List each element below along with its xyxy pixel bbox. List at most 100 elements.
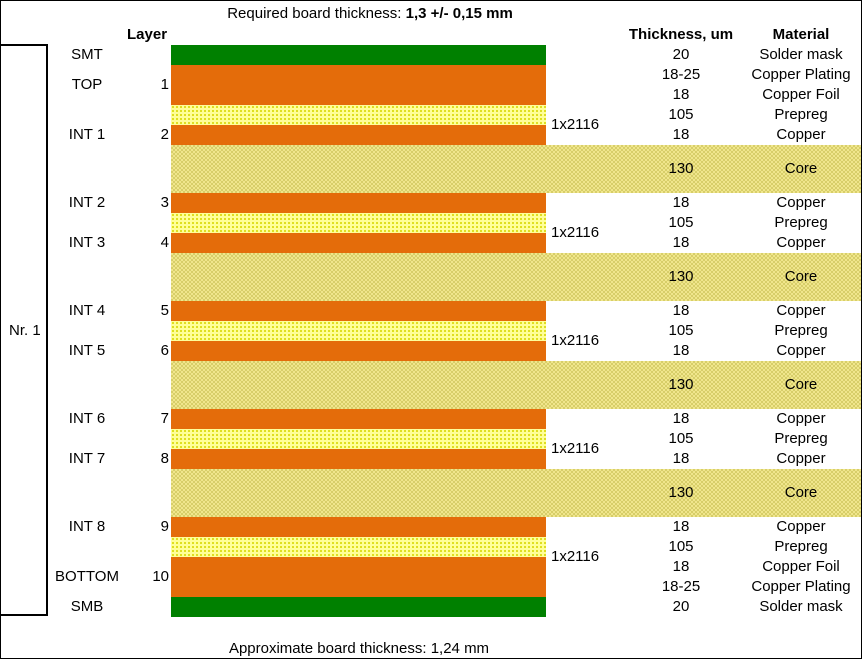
material-label: Core xyxy=(784,376,818,393)
material-label: Prepreg xyxy=(774,538,828,555)
thickness-value: 105 xyxy=(668,106,694,123)
copper-layer-band xyxy=(171,341,546,361)
glass-style-label: 1x2116 xyxy=(551,332,600,349)
material-label: Core xyxy=(784,484,818,501)
material-label: Prepreg xyxy=(774,322,828,339)
thickness-value: 130 xyxy=(668,268,694,285)
material-label: Copper xyxy=(776,342,826,359)
copper-layer-band xyxy=(171,233,546,253)
stack-bracket xyxy=(1,44,48,616)
thickness-value: 105 xyxy=(668,214,694,231)
layer-number: 4 xyxy=(160,234,169,251)
layer-number: 8 xyxy=(160,450,169,467)
material-label: Copper xyxy=(776,302,826,319)
prepreg-band xyxy=(171,537,546,557)
thickness-value: 18-25 xyxy=(661,66,701,83)
thickness-value: 130 xyxy=(668,484,694,501)
thickness-value: 20 xyxy=(672,598,690,615)
layer-name: SMB xyxy=(70,598,104,615)
stack-label: Nr. 1 xyxy=(9,322,41,339)
solder-mask-band xyxy=(171,597,546,617)
material-label: Copper xyxy=(776,194,826,211)
thickness-value: 18 xyxy=(672,450,690,467)
required-thickness: Required board thickness: 1,3 +/- 0,15 m… xyxy=(227,4,513,24)
glass-style-label: 1x2116 xyxy=(551,224,600,241)
layer-name: INT 3 xyxy=(68,234,106,251)
glass-style-label: 1x2116 xyxy=(551,548,600,565)
thickness-value: 20 xyxy=(672,46,690,63)
copper-layer-band xyxy=(171,517,546,537)
layer-number: 10 xyxy=(152,568,169,585)
thickness-value: 18 xyxy=(672,342,690,359)
approximate-thickness: Approximate board thickness: 1,24 mm xyxy=(228,640,490,657)
material-label: Copper Foil xyxy=(762,86,840,103)
thickness-value: 18 xyxy=(672,126,690,143)
core-layer-band xyxy=(171,253,861,301)
material-label: Prepreg xyxy=(774,214,828,231)
copper-layer-band xyxy=(171,557,546,577)
material-label: Prepreg xyxy=(774,106,828,123)
thickness-value: 18 xyxy=(672,558,690,575)
thickness-value: 105 xyxy=(668,322,694,339)
copper-layer-band xyxy=(171,301,546,321)
thickness-value: 130 xyxy=(668,160,694,177)
thickness-value: 18 xyxy=(672,234,690,251)
thickness-value: 18 xyxy=(672,410,690,427)
required-thickness-label: Required board thickness: xyxy=(227,5,406,22)
prepreg-band xyxy=(171,429,546,449)
thickness-column-header: Thickness, um xyxy=(628,26,734,43)
material-label: Solder mask xyxy=(759,46,843,63)
glass-style-label: 1x2116 xyxy=(551,440,600,457)
material-label: Core xyxy=(784,160,818,177)
layer-number: 6 xyxy=(160,342,169,359)
thickness-value: 130 xyxy=(668,376,694,393)
prepreg-band xyxy=(171,105,546,125)
required-thickness-value: 1,3 +/- 0,15 mm xyxy=(405,5,513,22)
material-label: Copper xyxy=(776,234,826,251)
copper-layer-band xyxy=(171,85,546,105)
layer-number: 3 xyxy=(160,194,169,211)
material-label: Copper Foil xyxy=(762,558,840,575)
solder-mask-band xyxy=(171,45,546,65)
copper-layer-band xyxy=(171,193,546,213)
layer-name: INT 4 xyxy=(68,302,106,319)
copper-layer-band xyxy=(171,125,546,145)
layer-number: 9 xyxy=(160,518,169,535)
layer-name: INT 2 xyxy=(68,194,106,211)
prepreg-band xyxy=(171,321,546,341)
thickness-value: 18 xyxy=(672,86,690,103)
layer-name: INT 5 xyxy=(68,342,106,359)
copper-layer-band xyxy=(171,449,546,469)
material-label: Copper xyxy=(776,410,826,427)
material-label: Copper xyxy=(776,450,826,467)
material-label: Copper xyxy=(776,126,826,143)
thickness-value: 105 xyxy=(668,538,694,555)
thickness-value: 18 xyxy=(672,194,690,211)
material-label: Core xyxy=(784,268,818,285)
thickness-value: 18 xyxy=(672,518,690,535)
material-label: Solder mask xyxy=(759,598,843,615)
copper-layer-band xyxy=(171,409,546,429)
material-label: Copper Plating xyxy=(751,66,851,83)
layer-number: 1 xyxy=(160,76,169,93)
thickness-value: 18-25 xyxy=(661,578,701,595)
core-layer-band xyxy=(171,469,861,517)
prepreg-band xyxy=(171,213,546,233)
material-label: Copper Plating xyxy=(751,578,851,595)
core-layer-band xyxy=(171,145,861,193)
core-layer-band xyxy=(171,361,861,409)
glass-style-label: 1x2116 xyxy=(551,116,600,133)
layer-number: 7 xyxy=(160,410,169,427)
layer-number: 2 xyxy=(160,126,169,143)
layer-number: 5 xyxy=(160,302,169,319)
layer-name: TOP xyxy=(71,76,103,93)
copper-layer-band xyxy=(171,577,546,597)
thickness-value: 105 xyxy=(668,430,694,447)
copper-layer-band xyxy=(171,65,546,85)
layer-name: INT 6 xyxy=(68,410,106,427)
layer-column-header: Layer xyxy=(127,26,168,43)
layer-name: INT 8 xyxy=(68,518,106,535)
layer-name: BOTTOM xyxy=(55,568,119,585)
layer-name: INT 7 xyxy=(68,450,106,467)
